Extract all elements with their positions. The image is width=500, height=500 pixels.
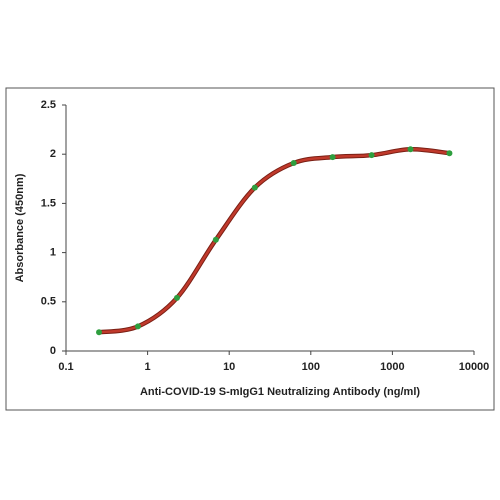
y-tick-label: 0.5 — [41, 296, 56, 308]
data-point — [212, 236, 219, 243]
y-axis-label: Absorbance (450nm) — [14, 173, 26, 282]
y-tick-label: 1 — [50, 247, 56, 259]
data-point — [407, 146, 414, 153]
y-tick-label: 1.5 — [41, 197, 56, 209]
data-point — [368, 152, 375, 159]
curve — [98, 148, 450, 334]
data-point — [134, 323, 141, 330]
data-point — [290, 160, 297, 167]
data-point — [251, 184, 258, 191]
data-point — [329, 154, 336, 161]
data-point — [173, 294, 180, 301]
x-tick-label: 1 — [145, 361, 151, 373]
y-tick-label: 2.5 — [41, 99, 56, 111]
y-tick-label: 2 — [50, 148, 56, 160]
chart-frame — [5, 87, 495, 411]
x-tick-label: 10 — [223, 361, 235, 373]
data-point — [96, 329, 103, 336]
y-tick-label: 0 — [50, 345, 56, 357]
x-axis-label: Anti-COVID-19 S-mIgG1 Neutralizing Antib… — [140, 386, 420, 398]
x-tick-label: 100 — [302, 361, 320, 373]
data-point — [446, 150, 453, 157]
x-tick-label: 1000 — [380, 361, 404, 373]
x-tick-label: 10000 — [459, 361, 490, 373]
x-tick-label: 0.1 — [58, 361, 73, 373]
curve-outline — [98, 147, 450, 335]
